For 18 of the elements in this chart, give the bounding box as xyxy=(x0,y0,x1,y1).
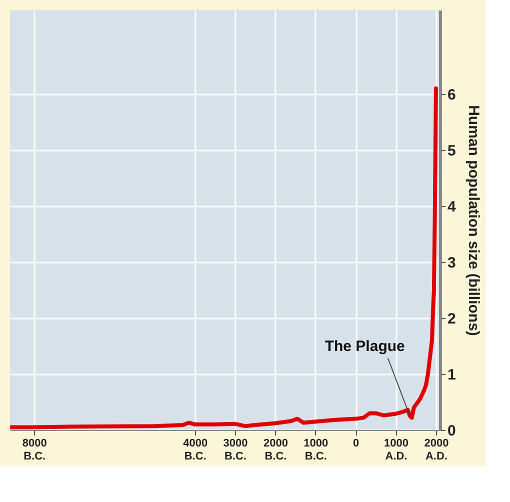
x-tick-label: 2000 A.D. xyxy=(424,438,449,462)
y-tick-label: 1 xyxy=(448,366,456,384)
x-tick-label: 1000 A.D. xyxy=(384,438,409,462)
line-series xyxy=(10,86,438,430)
x-tick-label: 4000 B.C. xyxy=(183,438,208,462)
x-tick-label: 0 xyxy=(353,438,360,450)
x-tick-label: 3000 B.C. xyxy=(223,438,248,462)
y-tick-label: 5 xyxy=(448,142,456,160)
y-axis-title: Human population size (billions) xyxy=(464,105,482,336)
x-tick-label: 1000 B.C. xyxy=(304,438,328,462)
y-tick-label: 3 xyxy=(448,254,456,272)
y-tick-label: 6 xyxy=(448,86,456,104)
y-tick-label: 0 xyxy=(448,422,456,440)
annotation: The Plague xyxy=(324,338,405,355)
y-tick-label: 4 xyxy=(448,198,456,216)
x-tick-label: 2000 B.C. xyxy=(263,438,288,462)
y-tick-label: 2 xyxy=(448,310,456,328)
x-tick-label: 8000 B.C. xyxy=(22,438,47,462)
